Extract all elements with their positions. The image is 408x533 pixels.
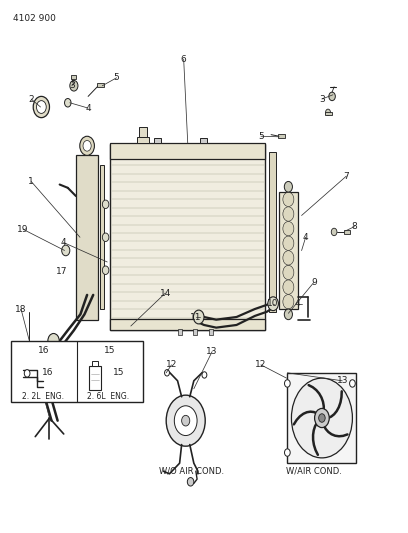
- Text: 1: 1: [28, 177, 34, 186]
- Bar: [97, 83, 104, 87]
- Circle shape: [64, 99, 71, 107]
- Text: 2. 2L  ENG.: 2. 2L ENG.: [22, 392, 64, 401]
- Circle shape: [62, 245, 70, 256]
- Circle shape: [315, 408, 329, 427]
- Circle shape: [283, 221, 294, 236]
- Bar: [100, 165, 104, 309]
- Circle shape: [284, 309, 293, 320]
- Bar: [111, 143, 265, 159]
- Text: 4: 4: [61, 238, 67, 247]
- Bar: [11, 341, 143, 402]
- Bar: [344, 230, 350, 234]
- Circle shape: [80, 136, 94, 156]
- Text: 2: 2: [29, 94, 34, 103]
- Text: 5: 5: [114, 73, 120, 82]
- Circle shape: [331, 228, 337, 236]
- Circle shape: [283, 236, 294, 251]
- Text: 15: 15: [113, 368, 124, 377]
- Bar: [325, 112, 333, 115]
- Circle shape: [268, 297, 278, 311]
- Bar: [137, 137, 149, 143]
- Bar: [111, 144, 265, 330]
- Circle shape: [329, 92, 335, 101]
- Text: 10: 10: [267, 299, 279, 308]
- Text: 8: 8: [352, 222, 357, 231]
- Text: 3: 3: [319, 94, 325, 103]
- Circle shape: [102, 200, 109, 208]
- Bar: [178, 329, 182, 335]
- Circle shape: [70, 80, 78, 91]
- Bar: [89, 367, 101, 390]
- Circle shape: [174, 406, 197, 435]
- Circle shape: [24, 369, 30, 377]
- Circle shape: [291, 378, 353, 458]
- Circle shape: [319, 414, 325, 422]
- Circle shape: [284, 379, 290, 387]
- Bar: [269, 152, 276, 312]
- Text: 4: 4: [85, 103, 91, 112]
- Circle shape: [283, 265, 294, 280]
- Bar: [200, 138, 207, 143]
- Text: 9: 9: [311, 278, 317, 287]
- Circle shape: [44, 385, 54, 398]
- Bar: [193, 329, 197, 335]
- Text: 13: 13: [337, 376, 348, 385]
- Text: 5: 5: [258, 132, 264, 141]
- Bar: [92, 361, 98, 367]
- Text: 2. 6L  ENG.: 2. 6L ENG.: [87, 392, 129, 401]
- Text: 4102 900: 4102 900: [13, 14, 56, 23]
- Bar: [111, 319, 265, 330]
- Bar: [139, 127, 147, 137]
- Circle shape: [164, 369, 169, 376]
- Circle shape: [102, 266, 109, 274]
- Bar: [76, 155, 98, 320]
- Text: 18: 18: [15, 304, 27, 313]
- Text: 4: 4: [303, 233, 308, 242]
- Text: W/AIR COND.: W/AIR COND.: [286, 467, 342, 475]
- Text: 4: 4: [295, 299, 300, 308]
- Bar: [278, 134, 285, 138]
- Circle shape: [326, 109, 330, 116]
- Text: 13: 13: [206, 347, 218, 356]
- Circle shape: [36, 101, 46, 114]
- Circle shape: [33, 96, 49, 118]
- Circle shape: [284, 181, 293, 192]
- Bar: [153, 138, 161, 143]
- Text: W/O AIR COND.: W/O AIR COND.: [159, 467, 224, 475]
- Circle shape: [182, 415, 190, 426]
- Text: 12: 12: [166, 360, 177, 369]
- Circle shape: [283, 295, 294, 309]
- Circle shape: [166, 395, 205, 446]
- Text: 3: 3: [69, 81, 75, 90]
- Text: 7: 7: [344, 172, 349, 181]
- Circle shape: [83, 141, 91, 151]
- Text: 14: 14: [160, 288, 171, 297]
- Circle shape: [187, 478, 194, 486]
- Circle shape: [284, 449, 290, 456]
- Circle shape: [350, 379, 355, 387]
- Text: 16: 16: [38, 346, 50, 355]
- Circle shape: [283, 280, 294, 294]
- Text: 6: 6: [181, 55, 186, 63]
- Text: 12: 12: [255, 360, 266, 369]
- Text: 19: 19: [17, 225, 29, 234]
- Bar: [209, 329, 213, 335]
- Circle shape: [283, 192, 294, 207]
- Circle shape: [102, 233, 109, 241]
- Bar: [279, 192, 297, 309]
- Bar: [71, 75, 75, 79]
- Circle shape: [202, 372, 207, 378]
- Text: 17: 17: [56, 268, 67, 276]
- Text: 16: 16: [42, 368, 53, 377]
- Text: 15: 15: [104, 346, 116, 355]
- Circle shape: [48, 334, 59, 349]
- Circle shape: [283, 207, 294, 221]
- Circle shape: [193, 310, 204, 324]
- Text: 11: 11: [190, 312, 202, 321]
- Circle shape: [283, 251, 294, 265]
- Bar: [287, 373, 357, 463]
